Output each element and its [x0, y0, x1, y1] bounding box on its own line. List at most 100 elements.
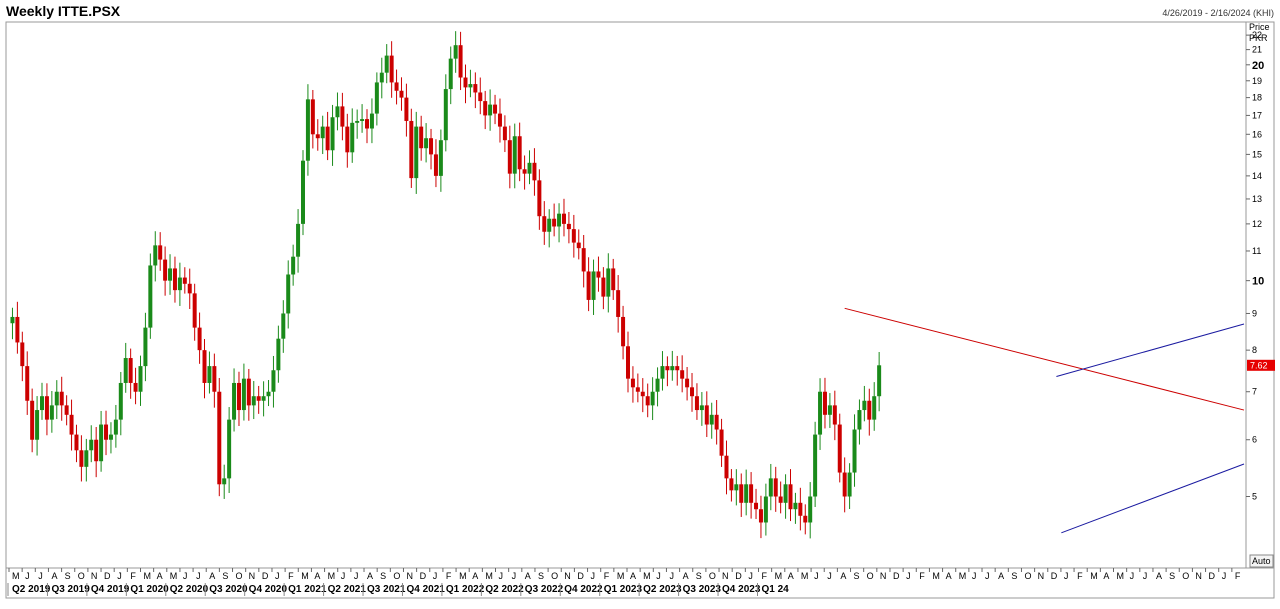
candle-body [74, 434, 79, 451]
candle-body [483, 101, 488, 116]
y-tick-label: 8 [1252, 345, 1257, 355]
candle-body [424, 138, 429, 149]
candle-body [443, 89, 448, 141]
month-label: M [301, 571, 309, 581]
candle-body [399, 90, 404, 98]
candle-body [512, 136, 517, 174]
candle-body [493, 104, 498, 114]
candle-body [502, 126, 507, 141]
month-label: D [1209, 571, 1216, 581]
candle-body [296, 223, 301, 257]
candle-body [739, 484, 744, 503]
candle-body [448, 58, 453, 90]
month-label: J [117, 571, 122, 581]
candle-body [128, 358, 133, 383]
candle-body [773, 478, 778, 497]
candle-body [867, 400, 872, 420]
month-label: O [393, 571, 400, 581]
month-label: M [932, 571, 940, 581]
month-label: M [143, 571, 151, 581]
candle-body [369, 113, 374, 129]
candle-body [365, 119, 370, 129]
candle-body [305, 99, 310, 161]
month-label: J [433, 571, 438, 581]
candle-body [640, 391, 645, 397]
time-axis-area [5, 567, 1275, 599]
month-label: N [249, 571, 256, 581]
month-label: F [446, 571, 452, 581]
y-tick-label: 10 [1252, 276, 1264, 288]
candle-body [778, 496, 783, 503]
candle-body [59, 391, 64, 406]
resistance-trendline[interactable] [844, 307, 1245, 411]
month-label: F [1235, 571, 1241, 581]
auto-scale-button[interactable] [1249, 554, 1274, 568]
y-tick-label: 9 [1252, 308, 1257, 318]
month-label: O [551, 571, 558, 581]
month-label: O [236, 571, 243, 581]
candle-body [822, 391, 827, 415]
month-label: M [1090, 571, 1098, 581]
month-label: F [130, 571, 136, 581]
candle-body [601, 277, 606, 297]
month-label: J [183, 571, 188, 581]
month-label: M [775, 571, 783, 581]
candle-body [187, 283, 192, 294]
candle-body [463, 77, 468, 88]
candle-body [379, 72, 384, 83]
month-label: M [617, 571, 625, 581]
candle-body [768, 478, 773, 497]
candle-body [40, 396, 45, 411]
month-label: J [656, 571, 661, 581]
candle-body [837, 424, 842, 473]
month-label: F [919, 571, 925, 581]
candle-body [286, 274, 291, 314]
candle-body [35, 410, 40, 440]
candle-body [89, 439, 94, 451]
month-label: O [709, 571, 716, 581]
candle-body [857, 410, 862, 430]
month-label: S [854, 571, 860, 581]
candle-body [168, 268, 173, 281]
candle-body [44, 396, 49, 420]
candle-body [488, 104, 493, 116]
y-tick-label: 20 [1252, 60, 1264, 72]
candle-body [433, 154, 438, 176]
upper-channel-line[interactable] [1056, 323, 1245, 378]
candle-body [310, 99, 315, 135]
auto-scale-label: Auto [1252, 556, 1271, 566]
candle-body [497, 113, 502, 127]
candle-body [847, 472, 852, 497]
candle-body [172, 268, 177, 291]
month-label: J [275, 571, 280, 581]
lower-channel-line[interactable] [1061, 463, 1245, 534]
y-tick-label: 15 [1252, 149, 1262, 159]
candle-body [808, 496, 813, 523]
candle-body [704, 405, 709, 425]
candle-body [30, 400, 35, 440]
last-price-marker: 7.62 [1247, 359, 1275, 371]
candle-body [158, 245, 163, 260]
candle-body [133, 382, 138, 392]
candle-body [670, 366, 675, 371]
candle-body [217, 391, 222, 485]
candle-body [719, 429, 724, 456]
candle-body [621, 316, 626, 347]
candle-body [650, 391, 655, 406]
month-label: J [827, 571, 832, 581]
month-label: J [906, 571, 911, 581]
candle-body [591, 271, 596, 300]
candle-body [54, 391, 59, 406]
y-tick-label: 5 [1252, 492, 1257, 502]
month-label: J [985, 571, 990, 581]
month-label: J [1222, 571, 1227, 581]
quarter-label: Q2 2023 [643, 584, 682, 595]
y-tick-label: 16 [1252, 129, 1262, 139]
candle-body [645, 396, 650, 406]
candle-body [630, 378, 635, 388]
candle-body [842, 472, 847, 497]
candle-body [94, 439, 99, 462]
quarter-label: Q2 2019 [12, 584, 51, 595]
